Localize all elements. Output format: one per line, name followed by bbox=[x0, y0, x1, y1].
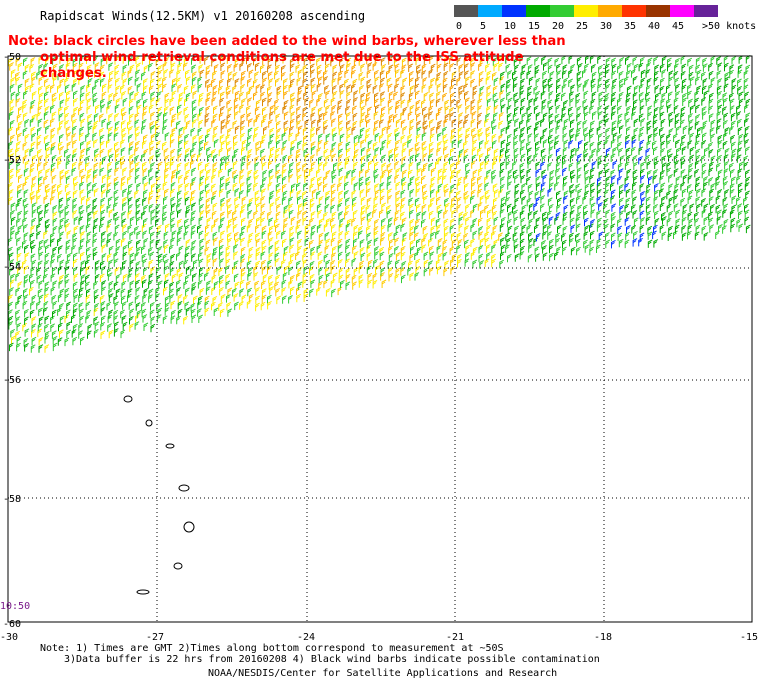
map-grid bbox=[7, 55, 753, 623]
legend-label: 5 bbox=[480, 21, 487, 32]
lat-label: -54 bbox=[3, 262, 21, 273]
legend-swatch bbox=[670, 5, 694, 17]
legend-unit: >50 knots bbox=[702, 21, 757, 32]
lon-label: -18 bbox=[594, 632, 612, 643]
time-label: 10:50 bbox=[0, 601, 31, 612]
lon-label: -27 bbox=[146, 632, 164, 643]
footer-note-2: 3)Data buffer is 22 hrs from 20160208 4)… bbox=[64, 654, 600, 665]
lat-label: -50 bbox=[3, 52, 21, 63]
legend-swatch bbox=[550, 5, 574, 17]
legend-label: 10 bbox=[504, 21, 517, 32]
latitude-labels: -50 -52 -54 -56 -58 -60 bbox=[3, 52, 21, 630]
map-title: Rapidscat Winds(12.5KM) v1 20160208 asce… bbox=[40, 9, 366, 23]
wind-barb-group bbox=[533, 139, 659, 249]
contamination-circle bbox=[183, 521, 195, 533]
longitude-labels: -30 -27 -24 -21 -18 -15 bbox=[0, 632, 758, 643]
lat-label: -60 bbox=[3, 619, 21, 630]
contamination-circle bbox=[136, 589, 150, 595]
note-line-1: Note: black circles have been added to t… bbox=[8, 34, 566, 49]
wind-barb-group bbox=[199, 55, 483, 135]
lon-label: -24 bbox=[297, 632, 315, 643]
contamination-circle bbox=[145, 419, 153, 427]
legend-swatch bbox=[502, 5, 526, 17]
legend-swatch bbox=[622, 5, 646, 17]
footer-credit: NOAA/NESDIS/Center for Satellite Applica… bbox=[208, 668, 558, 679]
legend-label: 25 bbox=[576, 21, 589, 32]
contamination-circle bbox=[173, 562, 183, 570]
legend-label: 40 bbox=[648, 21, 661, 32]
lat-label: -56 bbox=[3, 375, 21, 386]
lat-label: -52 bbox=[3, 155, 21, 166]
wind-barb-group bbox=[8, 55, 751, 353]
legend-swatch bbox=[574, 5, 598, 17]
wind-barbs-layer bbox=[8, 55, 751, 353]
contamination-circles bbox=[123, 395, 195, 595]
wind-barb-group bbox=[205, 55, 484, 135]
footer-note-1: Note: 1) Times are GMT 2)Times along bot… bbox=[40, 643, 504, 654]
map-frame bbox=[7, 55, 753, 623]
contamination-circle bbox=[165, 443, 175, 449]
lon-label: -21 bbox=[446, 632, 464, 643]
legend-swatch bbox=[478, 5, 502, 17]
note-line-2: optimal wind retrieval conditions are me… bbox=[40, 50, 524, 81]
legend-label: 15 bbox=[528, 21, 541, 32]
lon-label: -30 bbox=[0, 632, 18, 643]
legend-label: 20 bbox=[552, 21, 565, 32]
legend-label: 45 bbox=[672, 21, 685, 32]
legend-swatch bbox=[526, 5, 550, 17]
lon-label: -15 bbox=[740, 632, 758, 643]
legend-swatch bbox=[454, 5, 478, 17]
contamination-circle bbox=[123, 395, 133, 403]
legend-label: 0 bbox=[456, 21, 463, 32]
wind-barb-group bbox=[8, 55, 751, 353]
legend-label: 35 bbox=[624, 21, 637, 32]
legend-swatch bbox=[598, 5, 622, 17]
contamination-circle bbox=[178, 484, 190, 492]
legend-swatch bbox=[646, 5, 670, 17]
contamination-note: Note: black circles have been added to t… bbox=[8, 34, 568, 82]
lat-label: -58 bbox=[3, 494, 21, 505]
legend-swatch bbox=[694, 5, 718, 17]
legend-label: 30 bbox=[600, 21, 613, 32]
